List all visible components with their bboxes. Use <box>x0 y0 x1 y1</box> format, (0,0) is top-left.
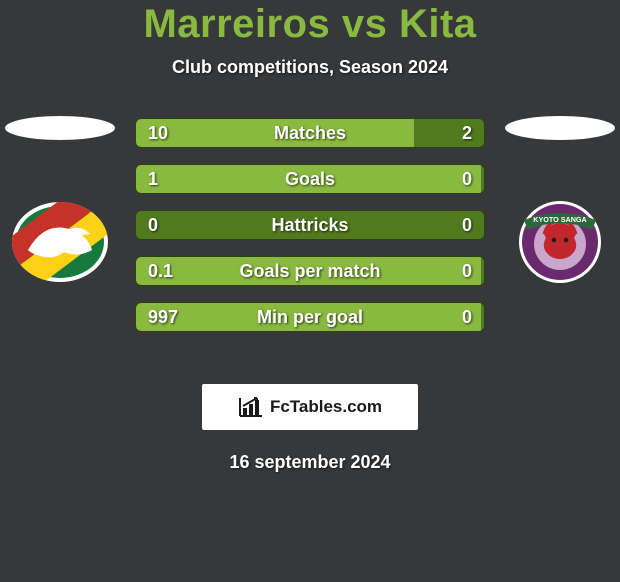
stat-row-goals-per-match: 0.1 Goals per match 0 <box>135 256 485 286</box>
stat-row-min-per-goal: 997 Min per goal 0 <box>135 302 485 332</box>
stat-right-value: 2 <box>462 119 472 147</box>
stat-label: Goals per match <box>136 257 484 285</box>
player-right-silhouette <box>505 116 615 140</box>
svg-text:KYOTO SANGA: KYOTO SANGA <box>533 215 586 224</box>
player-left-column <box>0 112 120 372</box>
comparison-panel: KYOTO SANGA 10 Matches 2 1 Goals 0 0 Hat… <box>0 118 620 378</box>
date-line: 16 september 2024 <box>0 452 620 473</box>
stat-label: Goals <box>136 165 484 193</box>
stat-label: Hattricks <box>136 211 484 239</box>
stat-label: Min per goal <box>136 303 484 331</box>
brand-badge[interactable]: FcTables.com <box>202 384 418 430</box>
stat-right-value: 0 <box>462 211 472 239</box>
page-title: Marreiros vs Kita <box>0 2 620 47</box>
brand-text: FcTables.com <box>270 397 382 417</box>
player-left-silhouette <box>5 116 115 140</box>
player-left-club-badge <box>10 200 110 284</box>
stat-right-value: 0 <box>462 257 472 285</box>
stat-row-goals: 1 Goals 0 <box>135 164 485 194</box>
stat-bars: 10 Matches 2 1 Goals 0 0 Hattricks 0 0.1… <box>135 118 485 348</box>
player-right-column: KYOTO SANGA <box>500 112 620 372</box>
stat-row-matches: 10 Matches 2 <box>135 118 485 148</box>
subtitle: Club competitions, Season 2024 <box>0 57 620 78</box>
stat-row-hattricks: 0 Hattricks 0 <box>135 210 485 240</box>
player-right-club-badge: KYOTO SANGA <box>510 200 610 284</box>
stat-right-value: 0 <box>462 303 472 331</box>
stat-right-value: 0 <box>462 165 472 193</box>
brand-chart-icon <box>238 396 264 418</box>
stat-label: Matches <box>136 119 484 147</box>
